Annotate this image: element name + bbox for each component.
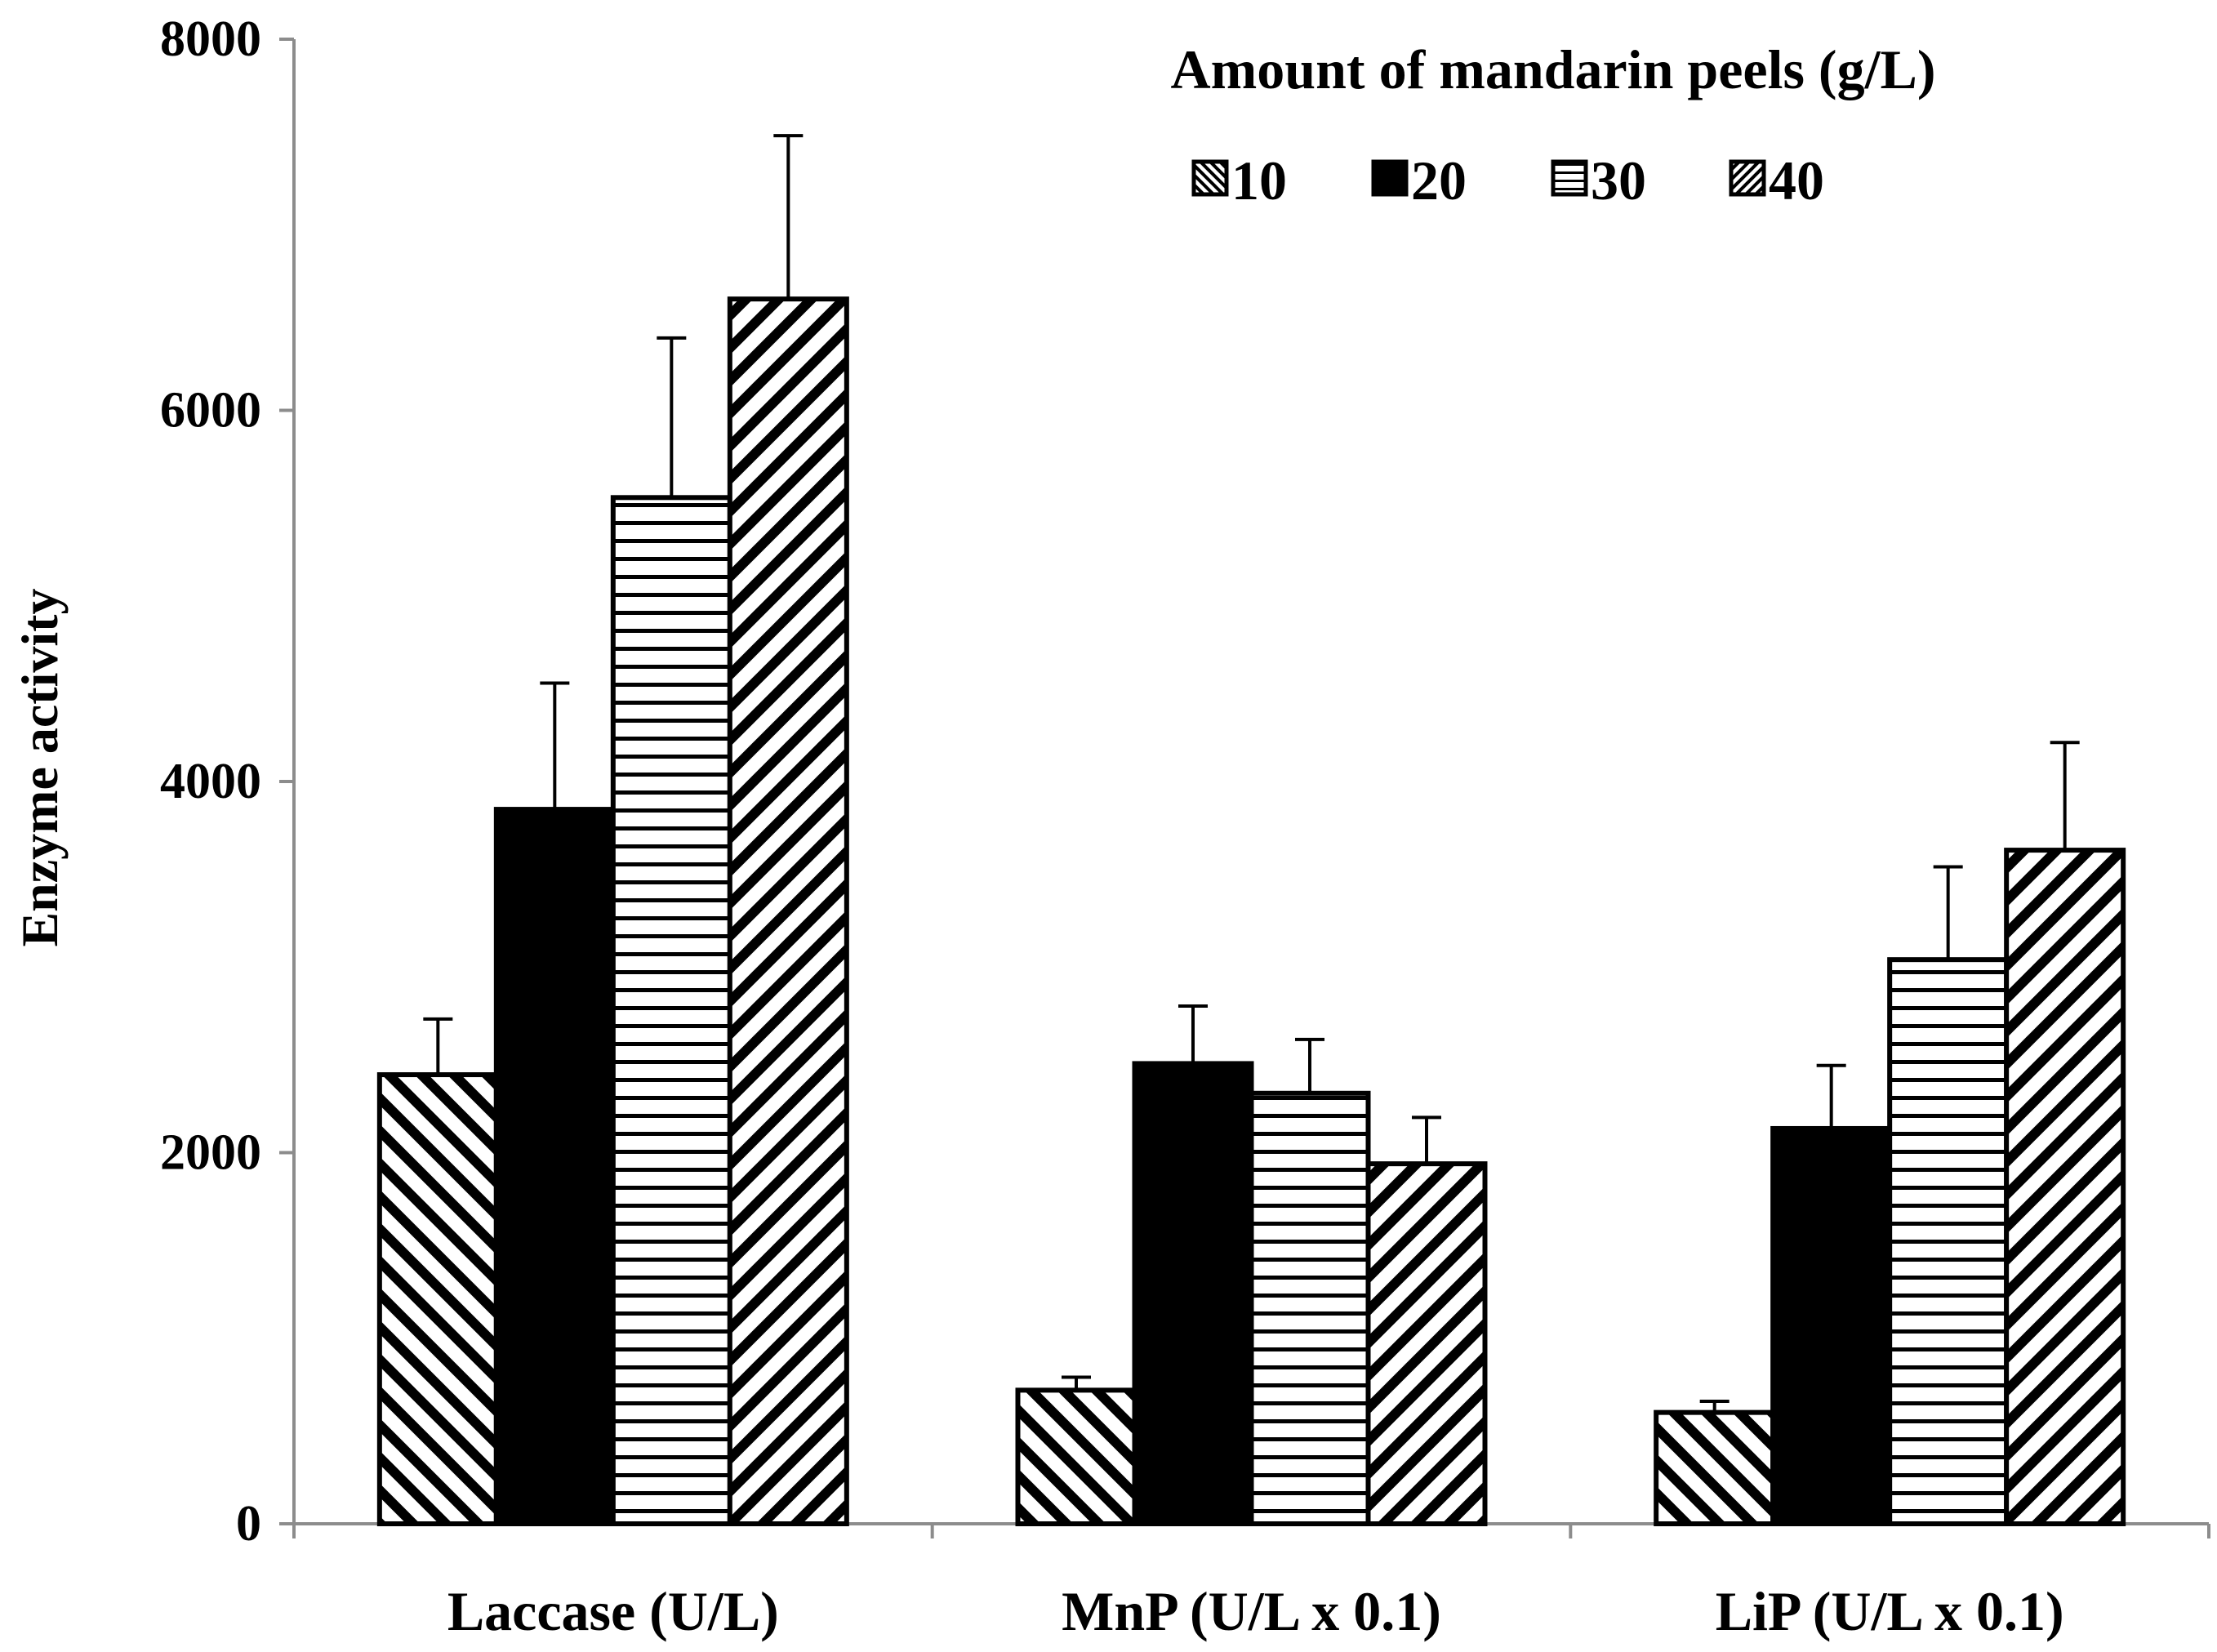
bar-30-2 [1887, 957, 2010, 1527]
y-tick-label: 2000 [160, 1125, 261, 1181]
legend-label-10: 10 [1231, 149, 1287, 212]
y-axis-title: Enzyme activity [11, 589, 69, 947]
y-tick-label: 6000 [160, 383, 261, 439]
legend-title: Amount of mandarin peels (g/L) [1171, 38, 1936, 100]
bar-30-0 [610, 495, 732, 1526]
bar-20-1 [1132, 1061, 1254, 1527]
category-label-0: Laccase (U/L) [447, 1580, 779, 1642]
legend-swatch-30 [1551, 159, 1588, 197]
legend-label-40: 40 [1769, 149, 1824, 212]
legend-swatch-20 [1371, 159, 1409, 197]
bar-20-2 [1770, 1125, 1893, 1527]
y-ticks: 0 2000 4000 6000 8000 [160, 11, 294, 1552]
bar-40-0 [727, 296, 849, 1526]
bar-40-1 [1365, 1161, 1488, 1526]
category-labels: Laccase (U/L) MnP (U/L x 0.1) LiP (U/L x 0… [447, 1580, 2064, 1642]
legend: Amount of mandarin peels (g/L) 10 20 30 40 [1171, 38, 1936, 212]
x-ticks [292, 1524, 2210, 1538]
bar-10-0 [376, 1072, 499, 1527]
bar-30-1 [1249, 1090, 1371, 1526]
bar-10-2 [1654, 1409, 1776, 1527]
legend-swatch-10 [1191, 159, 1229, 197]
legend-swatch-40 [1729, 159, 1766, 197]
category-label-1: MnP (U/L x 0.1) [1062, 1580, 1441, 1642]
bar-10-1 [1015, 1387, 1137, 1526]
y-tick-label: 0 [236, 1496, 261, 1552]
legend-items: 10 20 30 40 [1191, 149, 1824, 212]
legend-label-20: 20 [1411, 149, 1467, 212]
bars [376, 296, 2126, 1527]
category-label-2: LiP (U/L x 0.1) [1716, 1580, 2064, 1642]
legend-label-30: 30 [1591, 149, 1646, 212]
bar-40-2 [2004, 848, 2126, 1526]
error-bars [423, 134, 2080, 1413]
y-tick-label: 4000 [160, 754, 261, 809]
bar-20-0 [493, 807, 616, 1526]
y-tick-label: 8000 [160, 11, 261, 67]
